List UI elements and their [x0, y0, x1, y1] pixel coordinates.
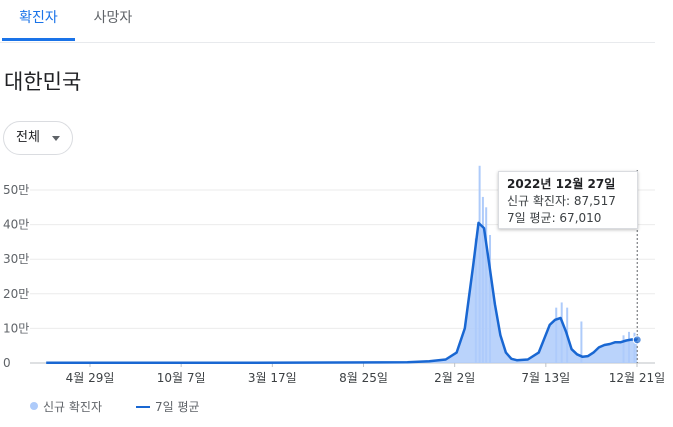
x-tick-label: 8월 25일: [339, 371, 388, 385]
tab-bar: 확진자 사망자: [0, 0, 655, 43]
x-tick-label: 3월 17일: [248, 371, 297, 385]
x-tick-label: 12월 21일: [609, 371, 665, 385]
y-tick-label: 20만: [3, 287, 29, 301]
cases-chart[interactable]: 0 10만 20만 30만 40만 50만 4월 29일 10월 7일 3월 17일 8월 25…: [0, 160, 673, 390]
y-tick-label: 0: [3, 356, 11, 370]
hover-point: [632, 335, 642, 345]
y-axis-labels: 0 10만 20만 30만 40만 50만: [3, 183, 29, 370]
caret-down-icon: [52, 136, 60, 141]
tooltip-new-cases: 신규 확진자: 87,517: [507, 194, 616, 208]
legend-dot-icon: [30, 402, 38, 410]
tab-confirmed-cases[interactable]: 확진자: [2, 0, 75, 41]
chart-tooltip: 2022년 12월 27일 신규 확진자: 87,517 7일 평균: 67,0…: [498, 171, 638, 229]
y-tick-label: 50만: [3, 183, 29, 197]
legend-line-icon: [136, 406, 150, 408]
legend-item-new-cases: 신규 확진자: [30, 398, 102, 415]
x-tick-label: 7월 13일: [521, 371, 570, 385]
x-axis-labels: 4월 29일 10월 7일 3월 17일 8월 25일 2월 2일 7월 13일 12월 2…: [66, 371, 666, 385]
y-tick-label: 30만: [3, 252, 29, 266]
tab-deaths[interactable]: 사망자: [93, 10, 133, 26]
daily-cases-bar: [580, 321, 583, 363]
tooltip-average: 7일 평균: 67,010: [507, 211, 602, 225]
y-tick-label: 10만: [3, 321, 29, 335]
legend-item-average: 7일 평균: [136, 398, 200, 415]
region-title: 대한민국: [4, 70, 82, 94]
seven-day-average-line: [46, 221, 638, 364]
chart-area: [46, 222, 638, 363]
range-select[interactable]: 전체: [3, 121, 73, 155]
tooltip-date: 2022년 12월 27일: [507, 177, 616, 191]
x-tick-label: 10월 7일: [157, 371, 206, 385]
daily-cases-area: [46, 222, 638, 363]
y-tick-label: 40만: [3, 218, 29, 232]
legend-label: 신규 확진자: [43, 400, 103, 414]
x-tick-label: 2월 2일: [434, 371, 475, 385]
range-select-value: 전체: [16, 130, 40, 145]
legend-label: 7일 평균: [155, 400, 200, 414]
x-tick-label: 4월 29일: [66, 371, 115, 385]
chart-line: [46, 221, 638, 364]
